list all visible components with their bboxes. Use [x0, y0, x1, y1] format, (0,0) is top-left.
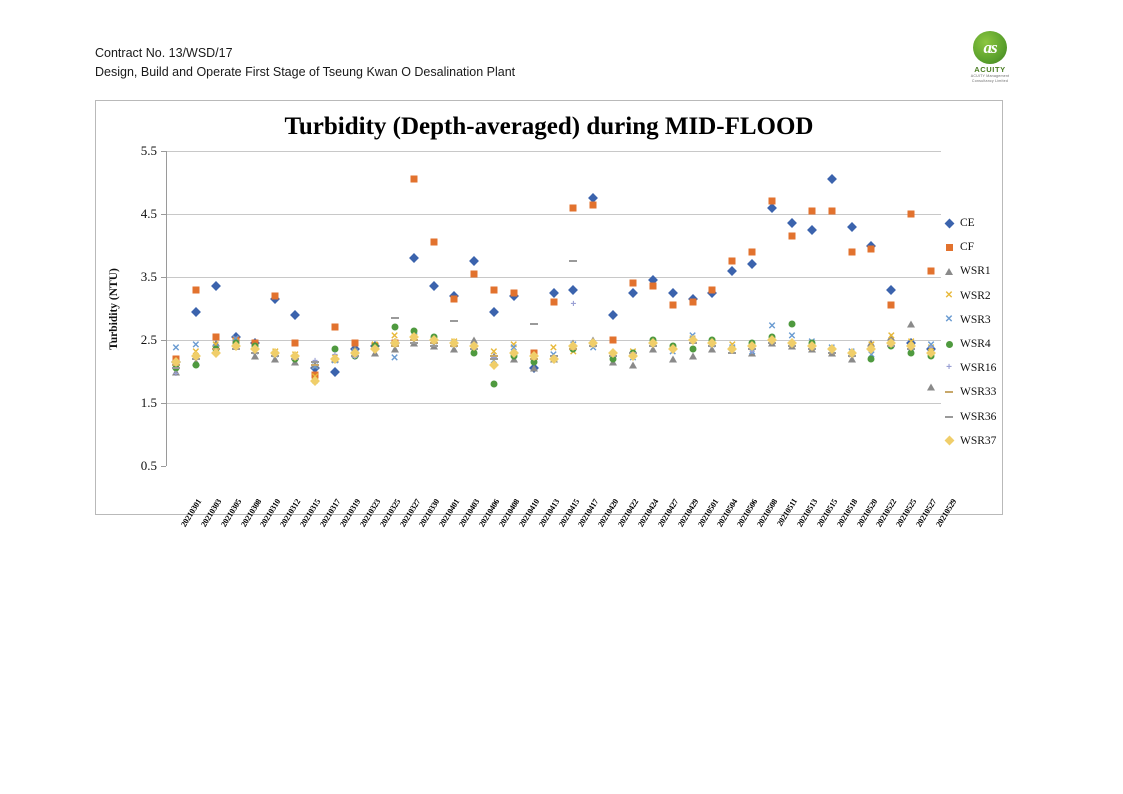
- y-axis-tick-label: 2.5: [140, 332, 157, 347]
- y-axis-tick-label: 3.5: [140, 269, 157, 284]
- y-axis-line: [166, 151, 167, 466]
- y-axis-tick-label: 5.5: [140, 143, 157, 158]
- plot-area: Turbidity (NTU) 0.5 1.5 2.5 3.5 4.5 5.5 202103…: [108, 143, 958, 529]
- legend-marker-icon: ✕: [944, 289, 954, 301]
- logo-monogram-icon: as: [973, 31, 1007, 65]
- logo-subtitle-line2: Consultancy Limited: [971, 78, 1009, 83]
- gridline: [166, 340, 941, 341]
- legend-label: CF: [960, 241, 975, 254]
- gridline: [166, 403, 941, 404]
- logo-subtitle-line1: ACUITY Management: [970, 74, 1010, 79]
- legend-label: WSR36: [960, 410, 997, 423]
- legend-item-wsr37[interactable]: WSR37: [941, 429, 1003, 453]
- legend-label: WSR37: [960, 434, 997, 447]
- legend-item-wsr36[interactable]: WSR36: [941, 405, 1003, 429]
- legend-marker-icon: [941, 340, 957, 348]
- chart-legend: CE CF WSR1 ✕ WSR2 ✕ WSR3 WSR4 + WSR16 WSR33 WSR36 WS…: [941, 211, 1003, 453]
- contract-number-line: Contract No. 13/WSD/17: [95, 46, 233, 60]
- legend-label: WSR33: [960, 386, 997, 399]
- logo-company-name: ACUITY: [974, 65, 1006, 75]
- legend-label: WSR4: [960, 338, 991, 351]
- y-axis-tick-label: 1.5: [140, 395, 157, 410]
- legend-marker-icon: [941, 391, 957, 394]
- document-header: Contract No. 13/WSD/17 Design, Build and…: [95, 44, 515, 82]
- y-axis-tick: [161, 151, 166, 152]
- y-axis-tick: [161, 466, 166, 467]
- chart-title: Turbidity (Depth-averaged) during MID-FL…: [284, 113, 814, 140]
- legend-label: WSR3: [960, 313, 991, 326]
- legend-item-wsr3[interactable]: ✕ WSR3: [941, 308, 1003, 332]
- legend-label: WSR16: [960, 362, 997, 375]
- y-axis-tick: [161, 340, 166, 341]
- legend-marker-icon: [941, 415, 957, 418]
- legend-marker-icon: +: [946, 362, 952, 374]
- gridlines: [166, 151, 941, 466]
- project-title-line: Design, Build and Operate First Stage of…: [95, 65, 516, 79]
- legend-marker-icon: [941, 435, 957, 446]
- legend-marker-icon: ✕: [944, 313, 954, 325]
- legend-marker-icon: [941, 218, 957, 229]
- legend-item-wsr4[interactable]: WSR4: [941, 332, 1003, 356]
- chart-container: Turbidity (Depth-averaged) during MID-FL…: [95, 100, 1003, 529]
- gridline: [166, 214, 941, 215]
- legend-item-ce[interactable]: CE: [941, 211, 1003, 235]
- gridline: [166, 277, 941, 278]
- y-axis-tick: [161, 277, 166, 278]
- y-axis-tick-label: 4.5: [140, 206, 157, 221]
- legend-item-wsr33[interactable]: WSR33: [941, 380, 1003, 404]
- legend-marker-icon: [941, 267, 957, 275]
- legend-label: CE: [960, 217, 975, 230]
- y-axis-tick: [161, 403, 166, 404]
- legend-item-wsr2[interactable]: ✕ WSR2: [941, 284, 1003, 308]
- legend-label: WSR1: [960, 265, 991, 278]
- legend-item-wsr16[interactable]: + WSR16: [941, 356, 1003, 380]
- y-axis-tick-label: 0.5: [140, 458, 157, 473]
- acuity-logo: as ACUITY ACUITY Management Consultancy …: [967, 31, 1013, 83]
- legend-item-cf[interactable]: CF: [941, 235, 1003, 259]
- legend-item-wsr1[interactable]: WSR1: [941, 259, 1003, 283]
- y-axis-tick: [161, 214, 166, 215]
- gridline: [166, 151, 941, 152]
- legend-label: WSR2: [960, 289, 991, 302]
- y-axis-title: Turbidity (NTU): [108, 267, 120, 350]
- legend-marker-icon: [941, 243, 957, 251]
